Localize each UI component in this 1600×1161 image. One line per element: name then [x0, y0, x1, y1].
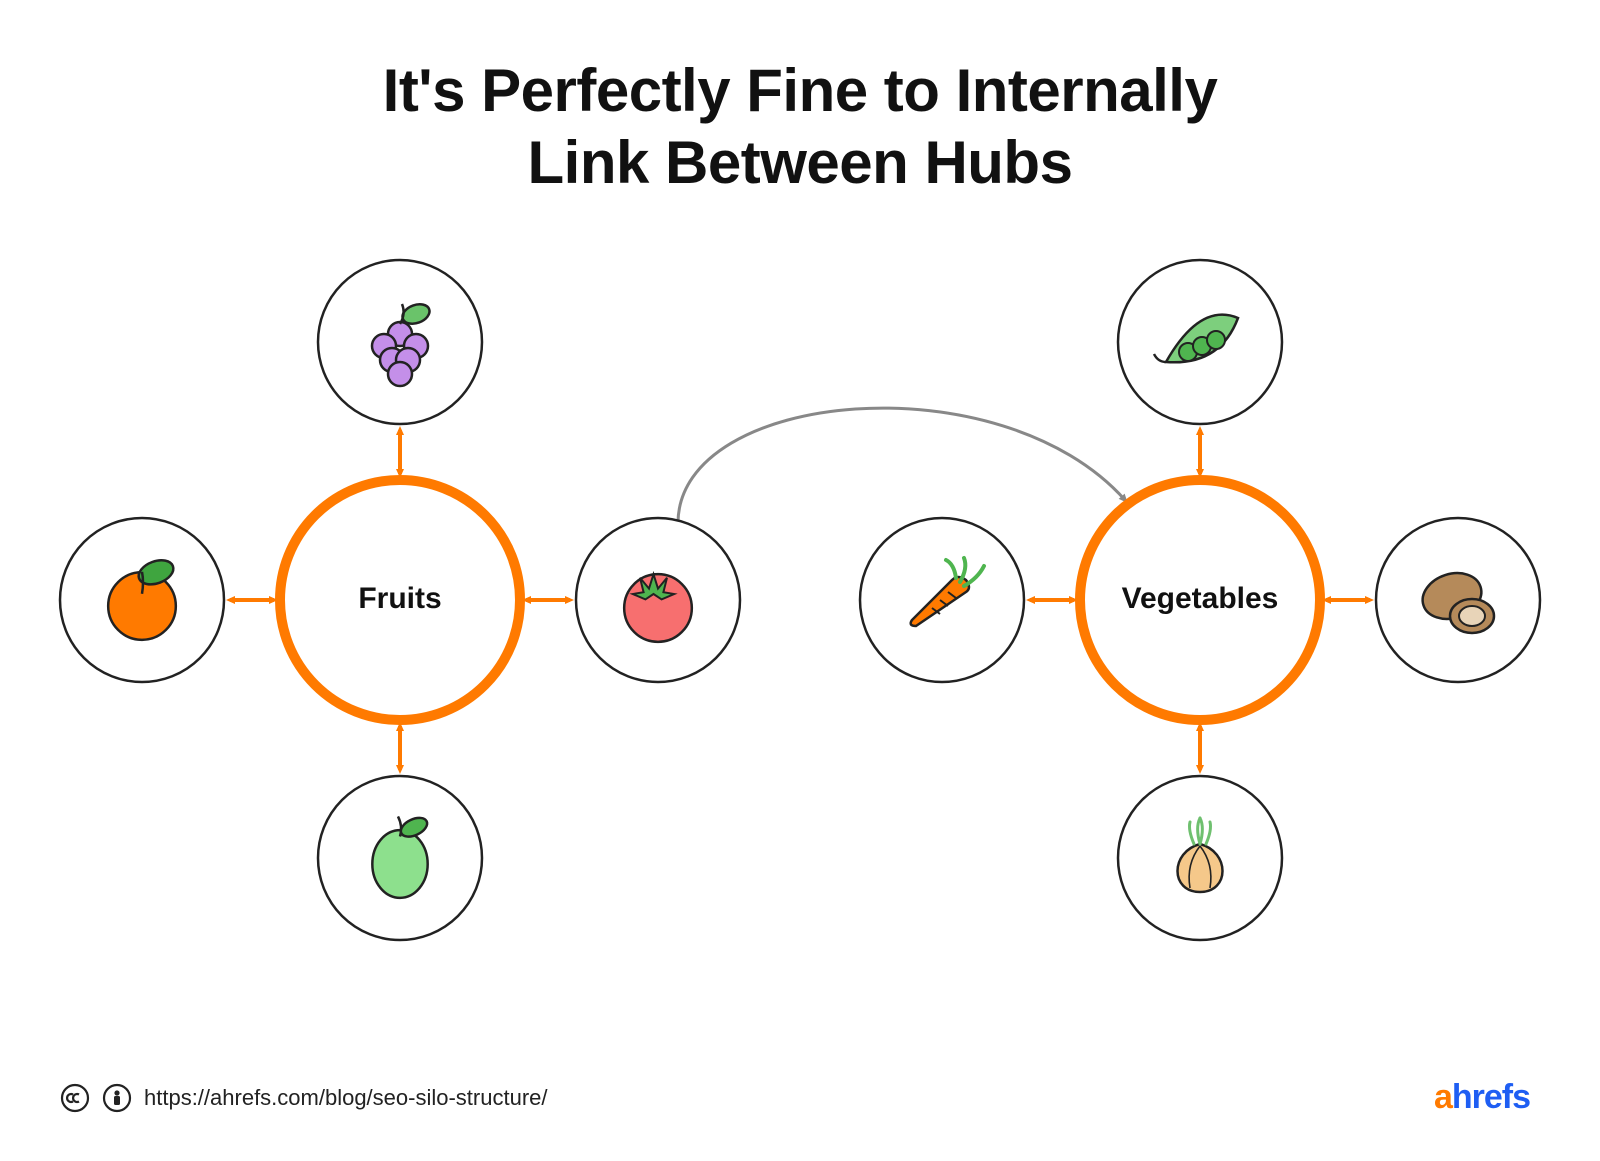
tomato-icon: [624, 574, 692, 642]
footer-url: https://ahrefs.com/blog/seo-silo-structu…: [144, 1085, 548, 1111]
cc-icon: [60, 1083, 90, 1113]
brand-hrefs: hrefs: [1452, 1078, 1530, 1116]
brand-a: a: [1434, 1078, 1452, 1116]
brand-logo: ahrefs: [1434, 1078, 1530, 1117]
infographic-canvas: It's Perfectly Fine to Internally Link B…: [0, 0, 1600, 1161]
cross-hub-link: [678, 408, 1125, 522]
by-icon: [102, 1083, 132, 1113]
footer: https://ahrefs.com/blog/seo-silo-structu…: [60, 1083, 548, 1113]
hub-label-fruits: Fruits: [358, 582, 441, 615]
hub-label-vegetables: Vegetables: [1122, 582, 1279, 615]
diagram-svg: Fruits Vegetables: [0, 0, 1600, 1161]
